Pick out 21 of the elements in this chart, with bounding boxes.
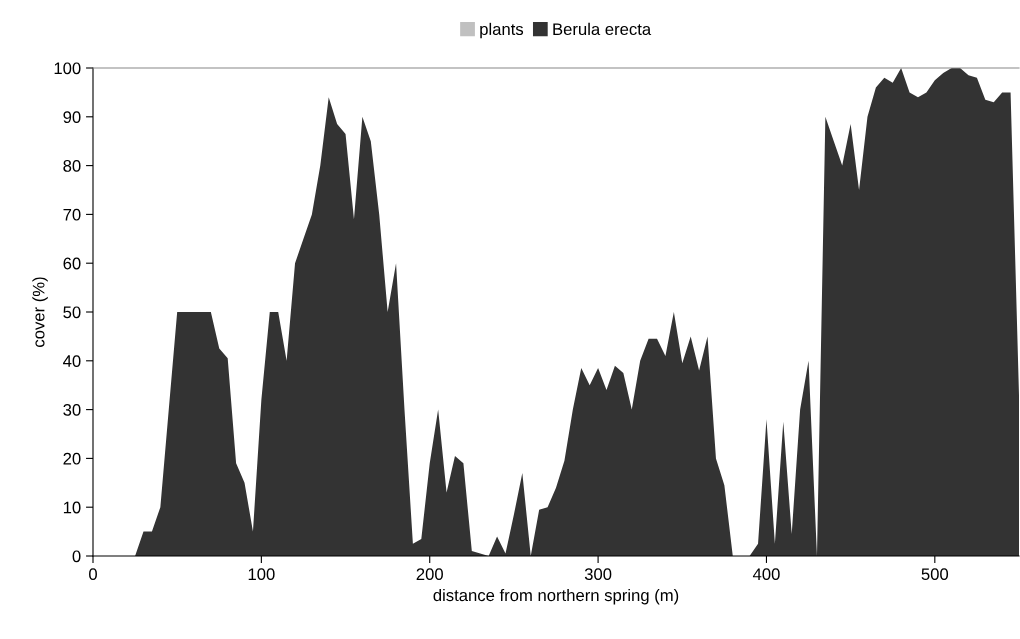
y-tick-label: 40 <box>63 355 81 367</box>
x-tick-label: 200 <box>416 568 443 581</box>
y-axis-title: cover (%) <box>32 277 48 347</box>
x-tick-label: 500 <box>921 568 949 581</box>
y-tick-label: 0 <box>72 550 81 563</box>
x-tick-label: 300 <box>584 568 612 581</box>
x-tick-label: 400 <box>752 568 780 581</box>
x-tick-label: 0 <box>89 568 97 581</box>
y-tick-label: 50 <box>63 306 81 319</box>
y-tick-label: 20 <box>63 452 81 465</box>
y-tick-label: 60 <box>63 257 81 270</box>
y-tick-label: 70 <box>63 208 81 221</box>
y-tick-label: 80 <box>63 160 81 172</box>
y-tick-label: 90 <box>63 111 81 123</box>
legend-label: Berula erecta <box>553 22 652 36</box>
x-tick-label: 100 <box>248 568 275 581</box>
y-tick-label: 100 <box>54 62 81 75</box>
legend-label: plants <box>480 22 524 39</box>
y-tick-label: 10 <box>63 501 81 514</box>
x-axis-title: distance from northern spring (m) <box>433 588 679 605</box>
y-tick-label: 30 <box>63 404 81 416</box>
